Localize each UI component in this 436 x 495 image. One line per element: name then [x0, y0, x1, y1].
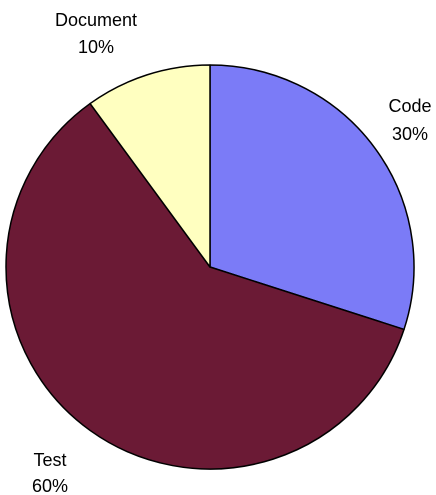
slice-value-document: 10% — [78, 37, 114, 57]
pie-slice-document — [89, 64, 211, 268]
pie-slice-test — [5, 102, 405, 470]
slice-label-code: Code — [388, 96, 431, 116]
slice-label-test: Test — [33, 450, 66, 470]
slice-value-test: 60% — [32, 476, 68, 495]
pie-slice-code — [209, 64, 415, 331]
slice-label-document: Document — [55, 10, 137, 30]
pie-labels: Code 30% Test 60% Document 10% — [32, 10, 432, 495]
pie-slices — [5, 64, 415, 470]
slice-value-code: 30% — [392, 124, 428, 144]
